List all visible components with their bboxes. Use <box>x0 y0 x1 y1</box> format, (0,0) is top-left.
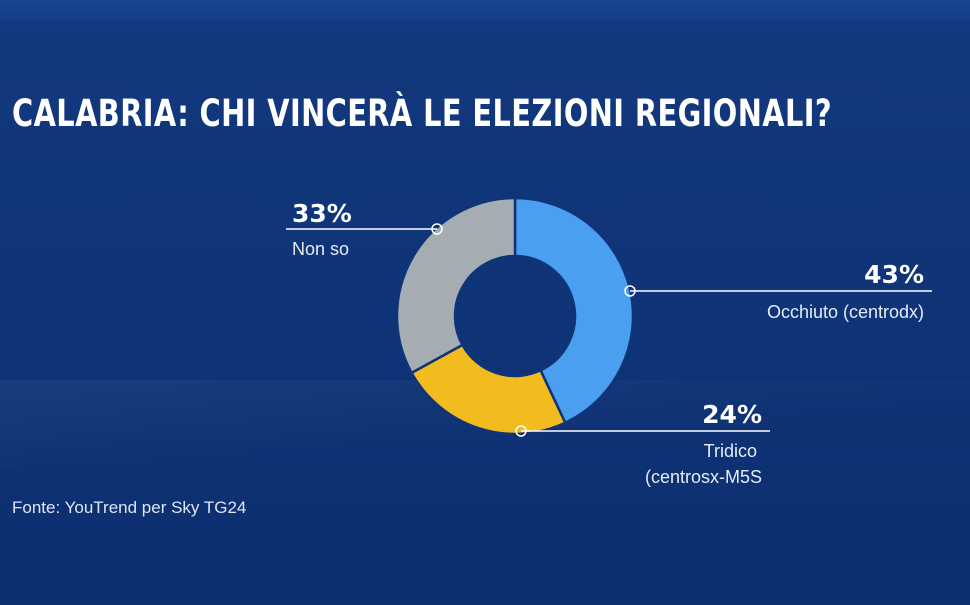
top-stripe <box>0 0 970 20</box>
slice-label-occhiuto: Occhiuto (centrodx) <box>767 302 924 322</box>
slice-label-tridico-line2: (centrosx-M5S <box>645 467 762 487</box>
pct-label-tridico: 24% <box>702 400 762 429</box>
leader-dot-occhiuto <box>624 285 636 297</box>
slice-label-tridico-line1: Tridico <box>704 441 757 461</box>
pct-label-non-so: 33% <box>292 199 352 228</box>
leader-dot-tridico <box>515 425 527 437</box>
pct-label-occhiuto: 43% <box>864 260 924 289</box>
donut-slice-non-so <box>395 196 517 375</box>
leader-dot-non-so <box>431 223 443 235</box>
donut-slice-tridico <box>409 343 567 436</box>
donut-slices <box>395 196 635 436</box>
slice-label-non-so: Non so <box>292 239 349 259</box>
source-note: Fonte: YouTrend per Sky TG24 <box>12 498 247 517</box>
chart-title: CALABRIA: CHI VINCERÀ LE ELEZIONI REGION… <box>12 92 833 135</box>
donut-slice-occhiuto <box>513 196 635 425</box>
